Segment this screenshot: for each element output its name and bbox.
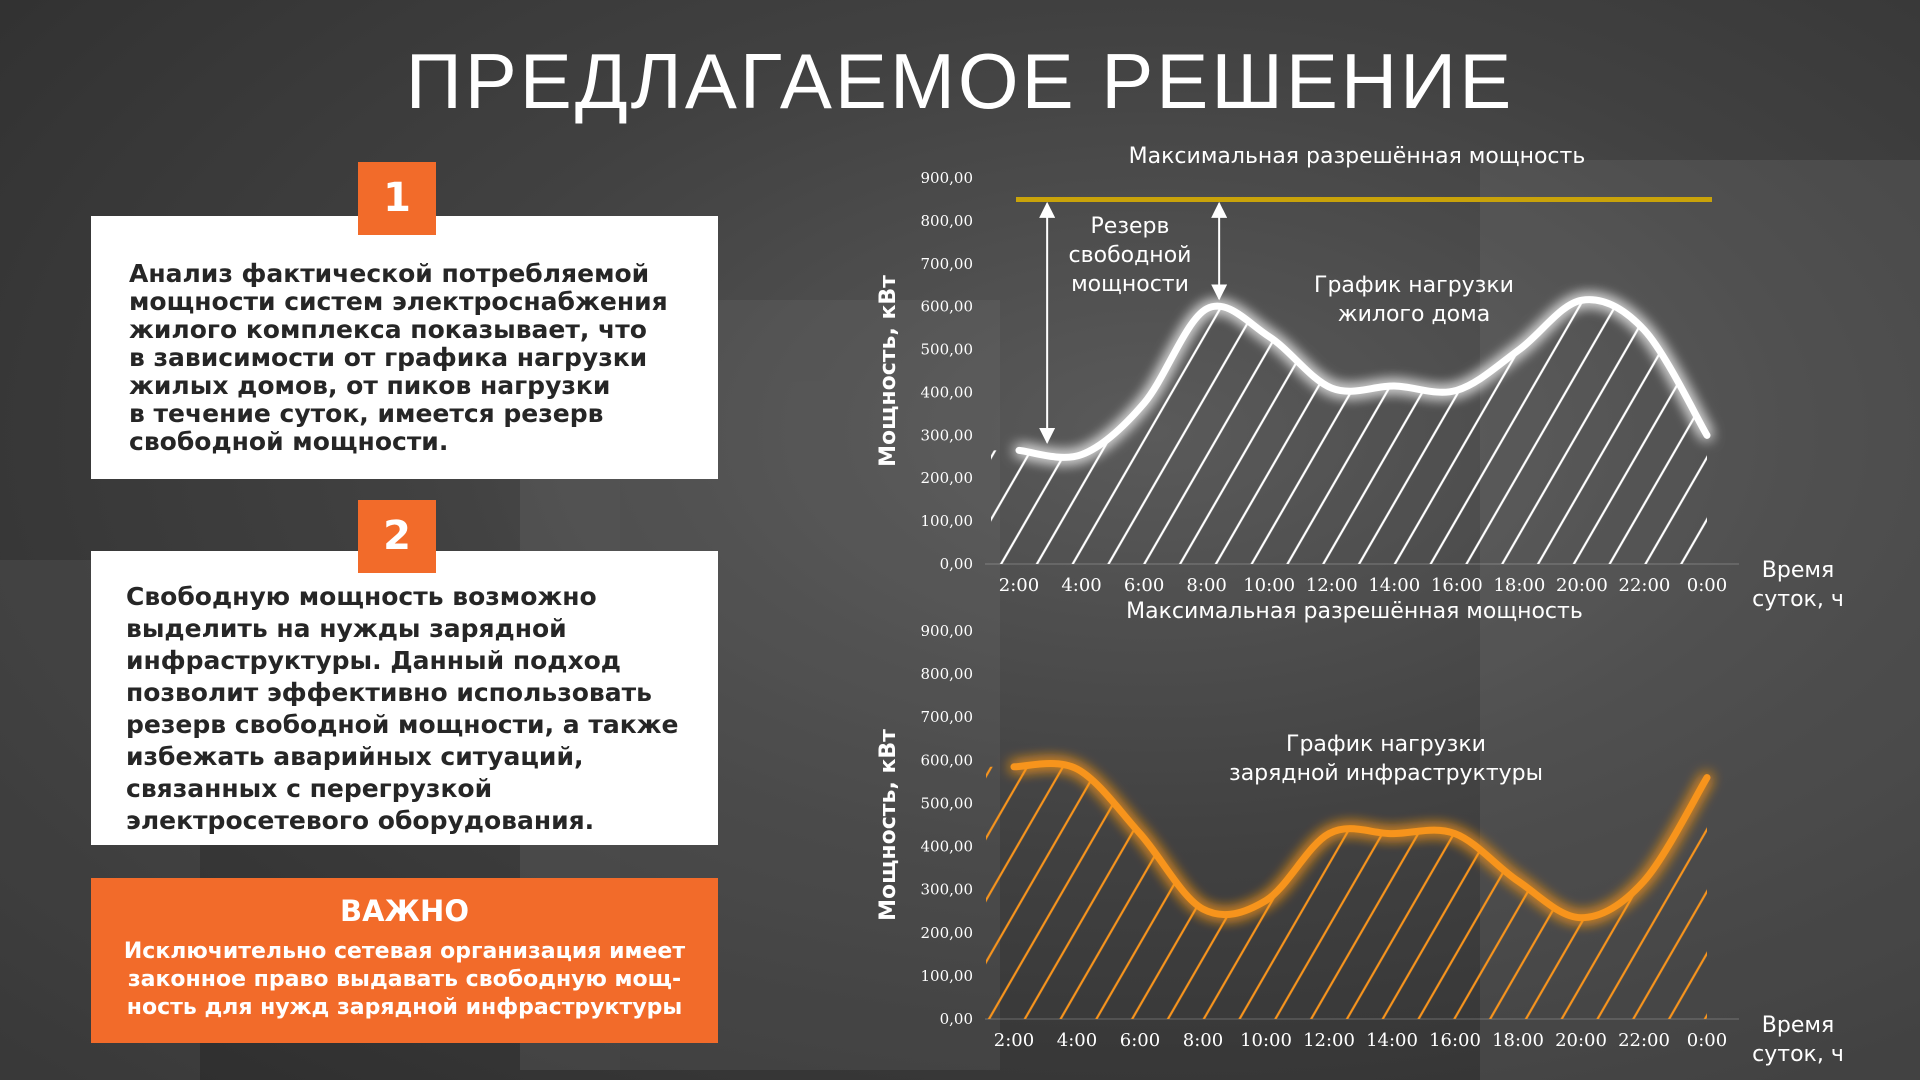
x-tick-label: 10:00 [1240, 1030, 1292, 1051]
y-tick-label: 700,00 [921, 255, 974, 273]
max-power-label: Максимальная разрешённая мощность [1126, 599, 1583, 624]
x-tick-label: 0:00 [1687, 575, 1727, 596]
y-tick-label: 500,00 [921, 341, 974, 359]
y-tick-label: 700,00 [921, 708, 974, 726]
y-tick-label: 400,00 [921, 383, 974, 401]
x-tick-label: 20:00 [1555, 1030, 1607, 1051]
card-text: Свободную мощность возможно выделить на … [126, 582, 679, 835]
notice-box [91, 878, 718, 1043]
card-badge: 1 [358, 162, 436, 235]
x-tick-label: 18:00 [1492, 1030, 1544, 1051]
notice-title: ВАЖНО [340, 894, 469, 928]
x-tick-label: 4:00 [1061, 575, 1101, 596]
y-tick-label: 600,00 [921, 298, 974, 316]
y-tick-label: 600,00 [921, 751, 974, 769]
y-tick-label: 800,00 [921, 212, 974, 230]
card [91, 216, 718, 479]
x-tick-label: 14:00 [1368, 575, 1420, 596]
card-badge: 2 [358, 500, 436, 573]
x-tick-label: 22:00 [1618, 1030, 1670, 1051]
x-tick-label: 0:00 [1687, 1030, 1727, 1051]
y-tick-label: 200,00 [921, 469, 974, 487]
y-tick-label: 100,00 [921, 967, 974, 985]
load-curve [1015, 296, 1711, 461]
curve-label: График нагрузки жилого дома [1314, 273, 1514, 327]
y-tick-label: 900,00 [921, 622, 974, 640]
slide-title: ПРЕДЛАГАЕМОЕ РЕШЕНИЕ [405, 37, 1515, 125]
y-tick-label: 400,00 [921, 838, 974, 856]
max-power-label: Максимальная разрешённая мощность [1128, 144, 1586, 169]
curve-label: График нагрузки зарядной инфраструктуры [1228, 732, 1544, 786]
y-tick-label: 500,00 [921, 794, 974, 812]
x-tick-label: 8:00 [1186, 575, 1226, 596]
card-text: Анализ фактической потребляемой мощности… [129, 259, 668, 456]
x-tick-label: 8:00 [1183, 1030, 1223, 1051]
y-tick-label: 200,00 [921, 924, 974, 942]
x-tick-label: 4:00 [1057, 1030, 1097, 1051]
x-tick-label: 18:00 [1493, 575, 1545, 596]
x-tick-label: 2:00 [994, 1030, 1034, 1051]
load-curve [1010, 760, 1711, 922]
x-tick-label: 16:00 [1431, 575, 1483, 596]
x-tick-label: 16:00 [1429, 1030, 1481, 1051]
card [91, 551, 718, 845]
y-tick-label: 300,00 [921, 881, 974, 899]
x-tick-label: 12:00 [1303, 1030, 1355, 1051]
x-axis-title: Время суток, ч [1752, 1013, 1844, 1067]
y-tick-label: 100,00 [921, 512, 974, 530]
x-tick-label: 2:00 [999, 575, 1039, 596]
notice-text: Исключительно сетевая организация имеет … [123, 939, 686, 1020]
x-tick-label: 6:00 [1120, 1030, 1160, 1051]
y-tick-label: 0,00 [940, 1010, 973, 1028]
x-tick-label: 12:00 [1306, 575, 1358, 596]
x-tick-label: 14:00 [1366, 1030, 1418, 1051]
x-tick-label: 20:00 [1556, 575, 1608, 596]
y-axis-title: Мощность, кВт [876, 275, 901, 467]
y-tick-label: 0,00 [940, 555, 973, 573]
y-tick-label: 800,00 [921, 665, 974, 683]
x-tick-label: 10:00 [1243, 575, 1295, 596]
reserve-label: Резерв свободной мощности [1068, 214, 1192, 297]
y-axis-title: Мощность, кВт [876, 729, 901, 921]
x-tick-label: 22:00 [1619, 575, 1671, 596]
y-tick-label: 900,00 [921, 169, 974, 187]
x-tick-label: 6:00 [1124, 575, 1164, 596]
x-axis-title: Время суток, ч [1752, 558, 1844, 612]
y-tick-label: 300,00 [921, 426, 974, 444]
